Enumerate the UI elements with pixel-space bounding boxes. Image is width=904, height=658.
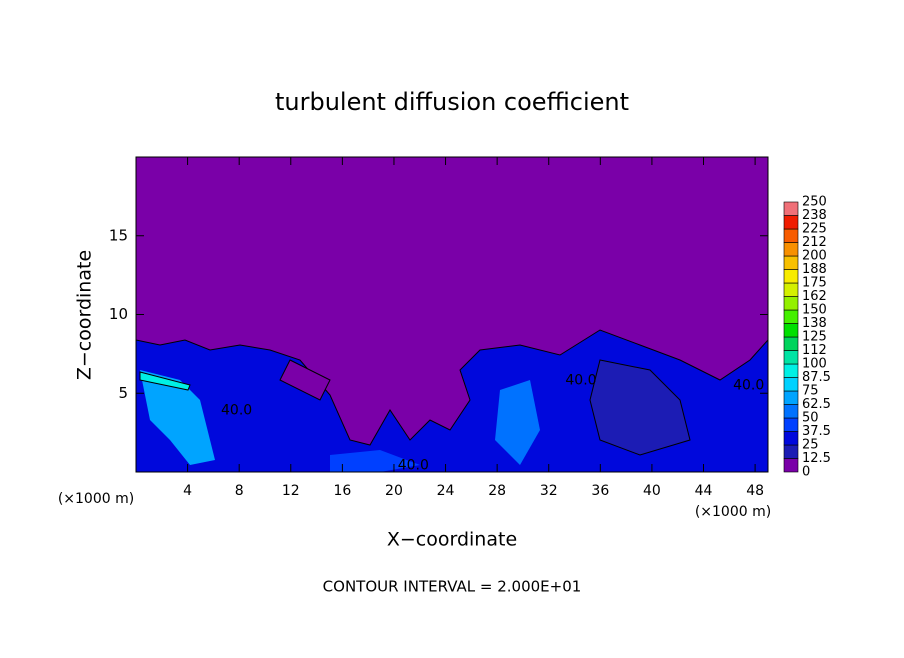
colorbar-label: 0 (802, 465, 810, 480)
colorbar-box (783, 242, 799, 257)
colorbar-label: 200 (802, 249, 827, 264)
colorbar-box (783, 323, 799, 338)
footer-note: CONTOUR INTERVAL = 2.000E+01 (323, 578, 582, 596)
y-tick-label: 5 (118, 384, 128, 402)
colorbar-box (783, 201, 799, 216)
colorbar-label: 162 (802, 289, 827, 304)
x-unit-label: (×1000 m) (695, 504, 771, 520)
x-tick-label: 36 (591, 483, 609, 499)
x-tick-label: 20 (385, 483, 403, 499)
colorbar-label: 50 (802, 411, 819, 426)
colorbar-box (783, 309, 799, 324)
colorbar-box (783, 390, 799, 405)
colorbar-label: 112 (802, 343, 827, 358)
contour-label: 40.0 (733, 377, 764, 393)
y-tick-label: 15 (109, 226, 128, 244)
contour-label: 40.0 (398, 458, 429, 474)
colorbar-label: 75 (802, 384, 819, 399)
colorbar-box (783, 377, 799, 392)
colorbar-label: 62.5 (802, 397, 831, 412)
colorbar-box (783, 336, 799, 351)
colorbar-box (783, 363, 799, 378)
colorbar-box (783, 228, 799, 243)
colorbar-box (783, 350, 799, 365)
x-tick-label: 4 (183, 483, 192, 499)
y-axis-label: Z−coordinate (74, 250, 96, 380)
field-region (279, 359, 331, 401)
field (136, 157, 768, 472)
x-tick-label: 8 (235, 483, 244, 499)
colorbar-label: 225 (802, 222, 827, 237)
colorbar-label: 37.5 (802, 424, 831, 439)
colorbar-box (783, 458, 799, 473)
colorbar-label: 12.5 (802, 451, 831, 466)
colorbar-label: 212 (802, 235, 827, 250)
colorbar-box (783, 444, 799, 459)
colorbar-label: 150 (802, 303, 827, 318)
field-region (495, 380, 540, 465)
x-tick-label: 40 (643, 483, 661, 499)
field-region (139, 371, 191, 391)
colorbar-label: 188 (802, 262, 827, 277)
colorbar-label: 238 (802, 208, 827, 223)
colorbar-label: 25 (802, 438, 819, 453)
colorbar-label: 100 (802, 357, 827, 372)
colorbar-box (783, 296, 799, 311)
colorbar-label: 138 (802, 316, 827, 331)
colorbar-box (783, 282, 799, 297)
x-unit-label: (×1000 m) (58, 491, 134, 507)
contour-label: 40.0 (565, 373, 596, 389)
field-region (140, 370, 215, 465)
y-tick-label: 10 (109, 305, 128, 323)
colorbar-label: 87.5 (802, 370, 831, 385)
colorbar-box (783, 215, 799, 230)
field-region (330, 450, 420, 472)
x-tick-label: 48 (746, 483, 764, 499)
colorbar-label: 175 (802, 276, 827, 291)
colorbar-box (783, 431, 799, 446)
x-axis-label: X−coordinate (387, 529, 517, 551)
colorbar-box (783, 255, 799, 270)
x-tick-label: 12 (282, 483, 300, 499)
x-tick-label: 44 (695, 483, 713, 499)
chart-title: turbulent diffusion coefficient (275, 88, 629, 116)
colorbar-label: 125 (802, 330, 827, 345)
colorbar-box (783, 417, 799, 432)
x-tick-label: 16 (333, 483, 351, 499)
x-tick-label: 28 (488, 483, 506, 499)
colorbar-box (783, 269, 799, 284)
x-tick-label: 32 (540, 483, 558, 499)
colorbar-box (783, 404, 799, 419)
field-region (589, 359, 691, 456)
x-tick-label: 24 (437, 483, 455, 499)
colorbar-label: 250 (802, 195, 827, 210)
contour-label: 40.0 (221, 403, 252, 419)
